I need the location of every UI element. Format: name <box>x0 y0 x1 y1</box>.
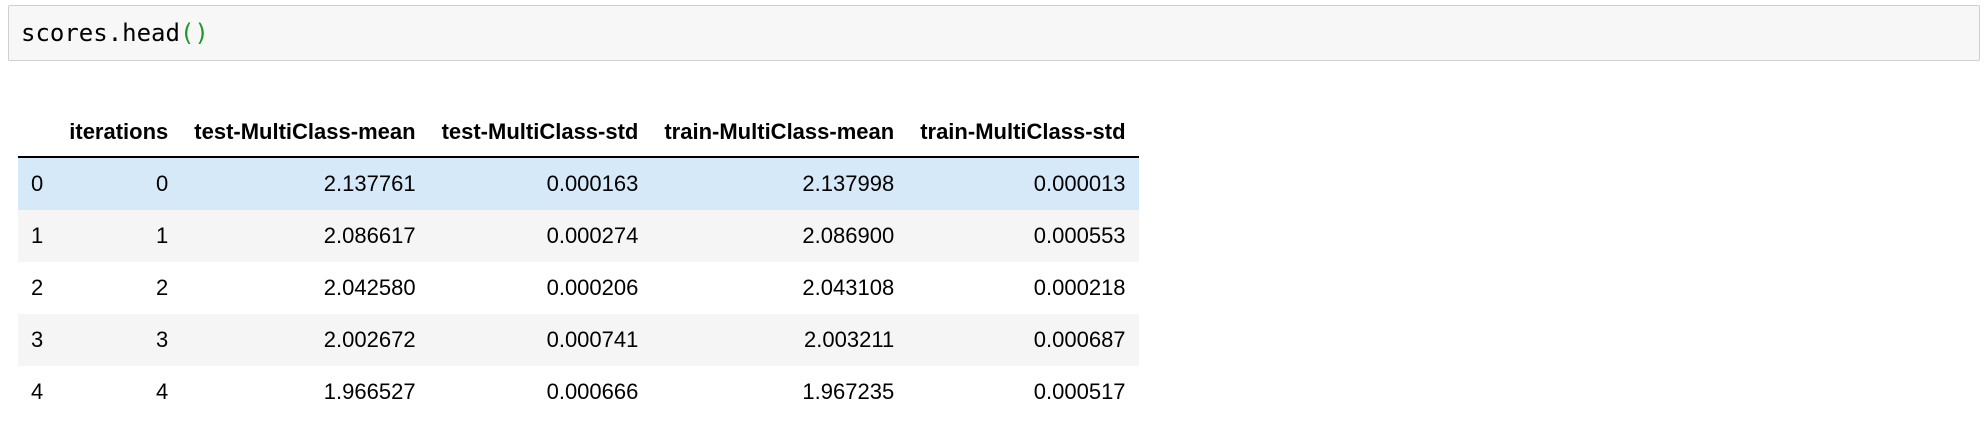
column-header: test-MultiClass-mean <box>181 108 429 158</box>
row-index: 2 <box>31 275 44 300</box>
table-cell: 0 <box>156 171 169 196</box>
table-cell: 0.000687 <box>1033 327 1126 352</box>
table-cell: 1.966527 <box>323 379 416 404</box>
table-cell: 0.000274 <box>546 223 639 248</box>
header-row: iterations test-MultiClass-mean test-Mul… <box>18 108 1139 158</box>
code-expression: scores.head <box>21 19 180 47</box>
table-cell: 3 <box>156 327 169 352</box>
cell-output: iterations test-MultiClass-mean test-Mul… <box>18 108 1139 418</box>
table-cell: 2.042580 <box>323 275 416 300</box>
row-index: 1 <box>31 223 44 248</box>
table-row: 3 3 2.002672 0.000741 2.003211 0.000687 <box>18 314 1139 366</box>
table-cell: 0.000517 <box>1033 379 1126 404</box>
code-line[interactable]: scores.head() <box>21 19 209 47</box>
code-call-parens: () <box>179 19 209 47</box>
row-index: 4 <box>31 379 44 404</box>
row-index: 3 <box>31 327 44 352</box>
table-cell: 0.000741 <box>546 327 639 352</box>
table-cell: 0.000163 <box>546 171 639 196</box>
table-row: 4 4 1.966527 0.000666 1.967235 0.000517 <box>18 366 1139 418</box>
table-cell: 2.043108 <box>802 275 895 300</box>
table-cell: 0.000206 <box>546 275 639 300</box>
table-cell: 1.967235 <box>802 379 895 404</box>
column-header: train-MultiClass-mean <box>651 108 908 158</box>
dataframe-table: iterations test-MultiClass-mean test-Mul… <box>18 108 1139 418</box>
table-cell: 2 <box>156 275 169 300</box>
table-cell: 4 <box>156 379 169 404</box>
table-cell: 2.086617 <box>323 223 416 248</box>
row-index: 0 <box>31 171 44 196</box>
table-cell: 2.003211 <box>804 327 895 352</box>
table-row: 0 0 2.137761 0.000163 2.137998 0.000013 <box>18 157 1139 210</box>
code-cell-input[interactable]: scores.head() <box>8 5 1980 61</box>
table-row: 1 1 2.086617 0.000274 2.086900 0.000553 <box>18 210 1139 262</box>
column-header: iterations <box>56 108 182 158</box>
column-header: train-MultiClass-std <box>907 108 1139 158</box>
table-cell: 2.137998 <box>802 171 895 196</box>
table-row: 2 2 2.042580 0.000206 2.043108 0.000218 <box>18 262 1139 314</box>
table-cell: 1 <box>156 223 169 248</box>
table-cell: 0.000013 <box>1033 171 1126 196</box>
table-cell: 2.137761 <box>323 171 416 196</box>
table-header: iterations test-MultiClass-mean test-Mul… <box>18 108 1139 158</box>
table-cell: 2.086900 <box>802 223 895 248</box>
table-cell: 0.000666 <box>546 379 639 404</box>
index-header <box>18 108 57 158</box>
table-body: 0 0 2.137761 0.000163 2.137998 0.000013 … <box>18 157 1139 418</box>
table-cell: 0.000218 <box>1033 275 1126 300</box>
table-cell: 2.002672 <box>323 327 416 352</box>
table-cell: 0.000553 <box>1033 223 1126 248</box>
column-header: test-MultiClass-std <box>428 108 652 158</box>
